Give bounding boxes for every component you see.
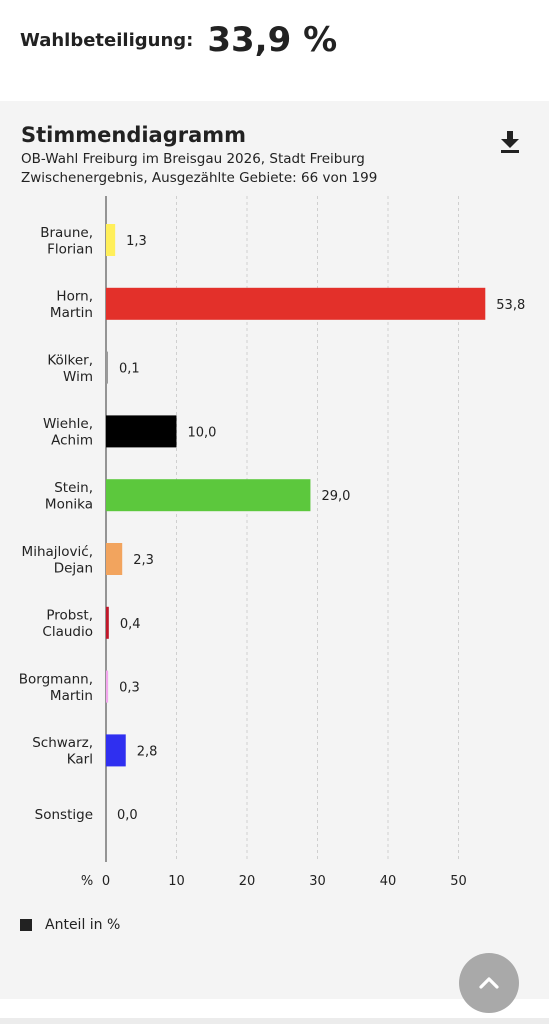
category-label: Claudio bbox=[42, 624, 93, 640]
data-label: 0,1 bbox=[119, 362, 140, 377]
bar bbox=[106, 287, 486, 320]
bar bbox=[106, 670, 109, 703]
category-label: Wiehle, bbox=[43, 416, 93, 432]
data-label: 0,0 bbox=[117, 808, 138, 823]
download-icon[interactable] bbox=[496, 128, 524, 156]
category-label: Dejan bbox=[54, 560, 93, 576]
bar bbox=[106, 606, 109, 639]
category-label: Karl bbox=[67, 752, 93, 768]
data-label: 0,4 bbox=[120, 617, 141, 632]
bar bbox=[106, 479, 311, 512]
chart-subtitle-line1: OB-Wahl Freiburg im Breisgau 2026, Stadt… bbox=[21, 151, 365, 167]
x-tick-label: 50 bbox=[450, 874, 467, 889]
data-label: 1,3 bbox=[126, 234, 147, 249]
scroll-to-top-button[interactable] bbox=[459, 953, 519, 1013]
chart-legend: Anteil in % bbox=[20, 917, 120, 933]
category-label: Mihajlović, bbox=[22, 544, 93, 560]
category-label: Braune, bbox=[40, 225, 93, 241]
chart-subtitle: OB-Wahl Freiburg im Breisgau 2026, Stadt… bbox=[21, 150, 377, 188]
x-tick-label: 10 bbox=[168, 874, 185, 889]
chart-subtitle-line2: Zwischenergebnis, Ausgezählte Gebiete: 6… bbox=[21, 170, 378, 186]
turnout-row: Wahlbeteiligung: 33,9 % bbox=[20, 10, 337, 70]
category-label: Martin bbox=[50, 688, 93, 704]
x-tick-label: 40 bbox=[380, 874, 397, 889]
chart-card bbox=[0, 101, 549, 999]
category-label: Probst, bbox=[46, 608, 93, 624]
data-label: 2,8 bbox=[137, 744, 158, 759]
category-label: Martin bbox=[50, 305, 93, 321]
bottom-divider bbox=[0, 1018, 549, 1024]
data-label: 2,3 bbox=[133, 553, 154, 568]
bar bbox=[106, 734, 126, 767]
bar bbox=[106, 415, 177, 448]
category-label: Wim bbox=[63, 369, 93, 385]
category-label: Stein, bbox=[54, 480, 93, 496]
bar bbox=[106, 543, 123, 575]
data-label: 0,3 bbox=[119, 681, 140, 696]
data-label: 10,0 bbox=[188, 425, 217, 440]
category-label: Kölker, bbox=[47, 352, 93, 368]
category-label: Sonstige bbox=[35, 807, 93, 823]
bar bbox=[106, 351, 108, 384]
x-unit-label: % bbox=[81, 874, 93, 889]
category-label: Monika bbox=[45, 496, 93, 512]
legend-label: Anteil in % bbox=[45, 917, 121, 933]
category-label: Horn, bbox=[56, 289, 93, 305]
data-label: 53,8 bbox=[496, 298, 525, 313]
legend-swatch bbox=[20, 919, 32, 931]
chart-title: Stimmendiagramm bbox=[21, 123, 247, 147]
x-tick-label: 30 bbox=[309, 874, 326, 889]
turnout-label: Wahlbeteiligung: bbox=[20, 29, 194, 51]
x-tick-label: 0 bbox=[102, 874, 110, 889]
category-label: Achim bbox=[51, 433, 93, 449]
turnout-value: 33,9 % bbox=[207, 20, 338, 60]
data-label: 29,0 bbox=[321, 489, 350, 504]
bar bbox=[106, 224, 116, 256]
category-label: Schwarz, bbox=[32, 735, 93, 751]
x-tick-label: 20 bbox=[239, 874, 256, 889]
category-label: Florian bbox=[47, 241, 93, 257]
category-label: Borgmann, bbox=[19, 671, 93, 687]
chevron-up-icon bbox=[479, 977, 499, 989]
